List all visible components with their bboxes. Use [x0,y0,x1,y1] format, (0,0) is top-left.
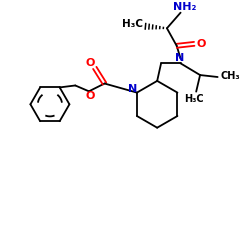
Text: CH₃: CH₃ [220,71,240,81]
Text: O: O [85,58,94,68]
Text: H₃C: H₃C [122,19,143,29]
Text: N: N [128,84,138,94]
Text: O: O [196,39,206,49]
Text: H₃C: H₃C [184,94,204,104]
Text: NH₂: NH₂ [173,2,196,12]
Text: O: O [85,91,94,101]
Text: N: N [175,54,184,64]
